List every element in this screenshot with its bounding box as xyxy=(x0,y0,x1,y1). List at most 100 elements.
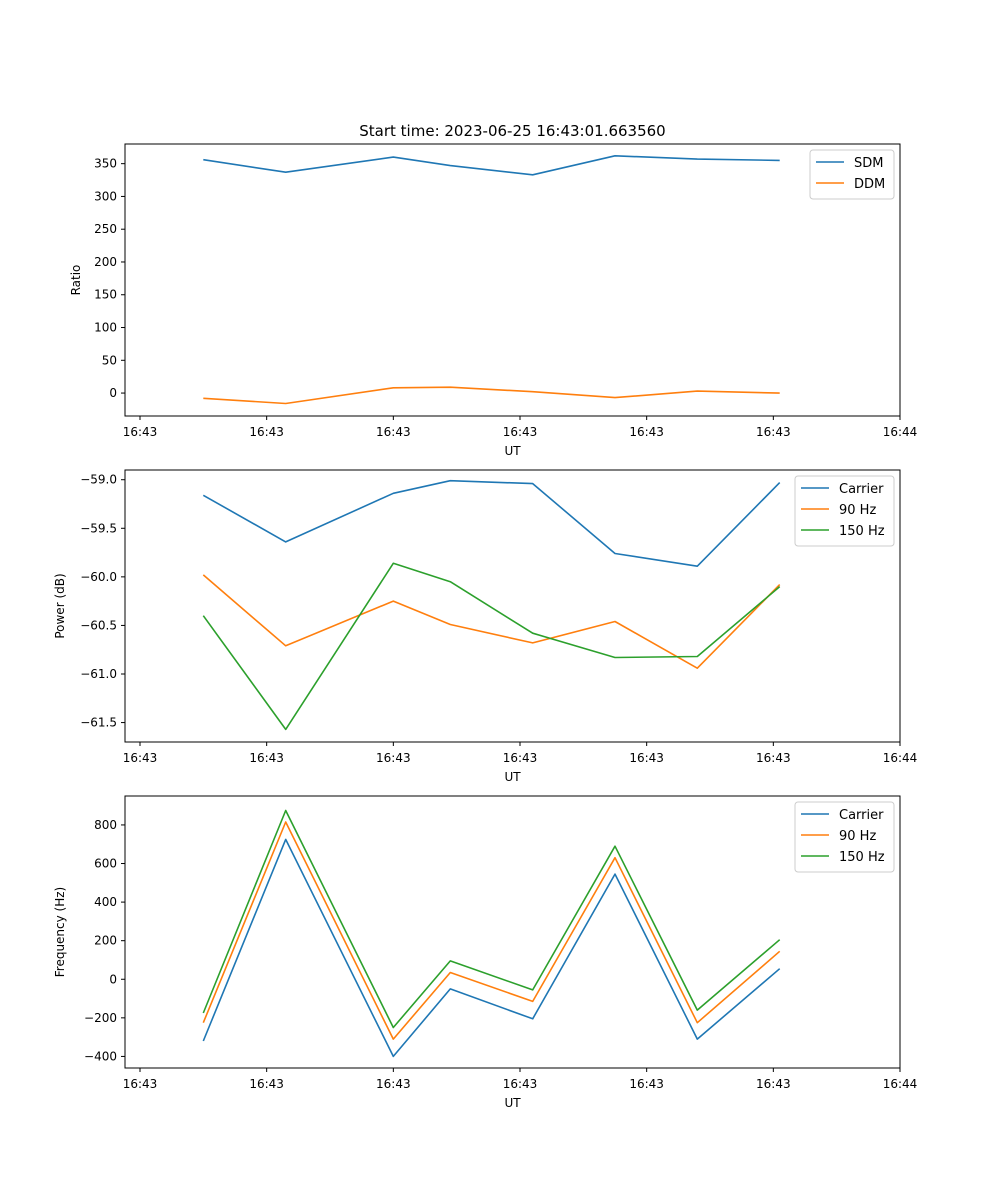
y-tick-label: −60.0 xyxy=(80,570,117,584)
data-point xyxy=(532,174,534,176)
data-point xyxy=(285,839,287,841)
x-tick-label: 16:43 xyxy=(376,425,411,439)
axes-frame xyxy=(124,143,901,417)
data-point xyxy=(614,873,616,875)
data-point xyxy=(450,960,452,962)
data-point xyxy=(393,600,395,602)
y-tick-label: 800 xyxy=(94,818,117,832)
y-tick-label: 400 xyxy=(94,895,117,909)
axes-frame xyxy=(124,795,901,1069)
data-point xyxy=(697,158,699,160)
data-point xyxy=(203,1012,205,1014)
legend: Carrier 90 Hz 150 Hz xyxy=(794,475,895,547)
chart-panel-2: 16:43 16:43 16:43 16:43 16:43 16:43 16:44 −61.5… xyxy=(53,469,918,784)
data-point xyxy=(614,397,616,399)
x-tick-label: 16:43 xyxy=(503,751,538,765)
y-tick-label: −200 xyxy=(84,1011,117,1025)
y-tick-label: 0 xyxy=(109,972,117,986)
y-tick-label: 50 xyxy=(102,353,117,367)
data-point xyxy=(203,159,205,161)
legend-label: 150 Hz xyxy=(839,850,885,865)
data-point xyxy=(779,584,781,586)
x-tick-label: 16:44 xyxy=(883,1077,918,1091)
data-point xyxy=(285,821,287,823)
data-point xyxy=(697,1022,699,1024)
legend-label: Carrier xyxy=(839,808,884,823)
data-point xyxy=(532,483,534,485)
data-point xyxy=(532,1001,534,1003)
y-tick-label: −61.5 xyxy=(80,716,117,730)
data-point xyxy=(285,171,287,173)
y-tick-label: −61.0 xyxy=(80,667,117,681)
legend-label: 90 Hz xyxy=(839,829,876,844)
x-tick-label: 16:43 xyxy=(123,1077,158,1091)
chart-panel-1: Start time: 2023-06-25 16:43:01.663560 16… xyxy=(69,122,917,458)
legend-label: 150 Hz xyxy=(839,524,885,539)
data-point xyxy=(203,574,205,576)
x-tick-label: 16:44 xyxy=(883,425,918,439)
x-tick-label: 16:44 xyxy=(883,751,918,765)
x-axis-label: UT xyxy=(504,1096,521,1110)
data-point xyxy=(532,989,534,991)
data-point xyxy=(697,656,699,658)
x-axis-label: UT xyxy=(504,444,521,458)
x-tick-label: 16:43 xyxy=(123,425,158,439)
x-tick-label: 16:43 xyxy=(629,425,664,439)
series-line-150-hz xyxy=(202,562,781,731)
data-point xyxy=(393,1038,395,1040)
data-point xyxy=(203,615,205,617)
data-point xyxy=(450,972,452,974)
y-axis-label: Power (dB) xyxy=(53,573,67,638)
series-line-90-hz xyxy=(202,574,781,670)
x-tick-label: 16:43 xyxy=(629,751,664,765)
series-line-carrier xyxy=(202,479,781,568)
data-point xyxy=(532,1018,534,1020)
y-tick-label: 300 xyxy=(94,189,117,203)
data-point xyxy=(203,1040,205,1042)
data-point xyxy=(697,565,699,567)
data-point xyxy=(450,988,452,990)
y-tick-label: 250 xyxy=(94,222,117,236)
y-tick-label: −60.5 xyxy=(80,618,117,632)
data-point xyxy=(393,156,395,158)
data-point xyxy=(614,857,616,859)
data-point xyxy=(285,403,287,405)
axes-frame xyxy=(124,469,901,743)
data-point xyxy=(779,939,781,941)
data-point xyxy=(450,581,452,583)
data-point xyxy=(393,1056,395,1058)
data-point xyxy=(285,810,287,812)
data-point xyxy=(614,553,616,555)
legend-frame xyxy=(794,475,895,547)
y-tick-label: −59.0 xyxy=(80,473,117,487)
y-tick-label: 600 xyxy=(94,857,117,871)
y-axis-label: Frequency (Hz) xyxy=(53,887,67,978)
data-point xyxy=(450,480,452,482)
y-tick-label: 150 xyxy=(94,288,117,302)
y-tick-label: 350 xyxy=(94,157,117,171)
x-tick-label: 16:43 xyxy=(376,751,411,765)
legend-label: Carrier xyxy=(839,482,884,497)
data-point xyxy=(285,645,287,647)
data-point xyxy=(779,160,781,162)
data-point xyxy=(450,386,452,388)
data-point xyxy=(614,845,616,847)
data-point xyxy=(285,541,287,543)
x-tick-label: 16:43 xyxy=(503,425,538,439)
chart-title: Start time: 2023-06-25 16:43:01.663560 xyxy=(359,122,665,140)
data-point xyxy=(614,155,616,157)
data-point xyxy=(203,398,205,400)
data-point xyxy=(697,1009,699,1011)
data-point xyxy=(779,950,781,952)
x-axis-label: UT xyxy=(504,770,521,784)
y-tick-label: −59.5 xyxy=(80,521,117,535)
data-point xyxy=(393,387,395,389)
data-point xyxy=(614,657,616,659)
data-point xyxy=(779,482,781,484)
data-point xyxy=(614,621,616,623)
y-tick-label: 200 xyxy=(94,255,117,269)
data-point xyxy=(393,493,395,495)
data-point xyxy=(450,624,452,626)
series-line-sdm xyxy=(203,155,780,176)
